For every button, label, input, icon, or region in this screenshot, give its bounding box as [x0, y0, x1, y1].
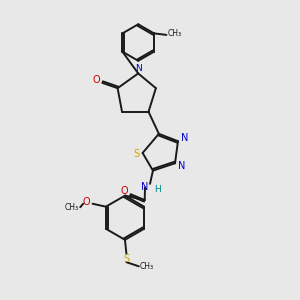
Text: S: S — [123, 254, 130, 264]
Text: N: N — [135, 64, 142, 73]
Text: O: O — [92, 75, 100, 85]
Text: N: N — [181, 133, 188, 143]
Text: CH₃: CH₃ — [140, 262, 154, 272]
Text: O: O — [121, 186, 128, 196]
Text: O: O — [82, 197, 90, 207]
Text: H: H — [154, 185, 161, 194]
Text: S: S — [133, 149, 139, 159]
Text: N: N — [178, 161, 185, 171]
Text: CH₃: CH₃ — [168, 29, 182, 38]
Text: CH₃: CH₃ — [65, 203, 79, 212]
Text: N: N — [141, 182, 149, 192]
